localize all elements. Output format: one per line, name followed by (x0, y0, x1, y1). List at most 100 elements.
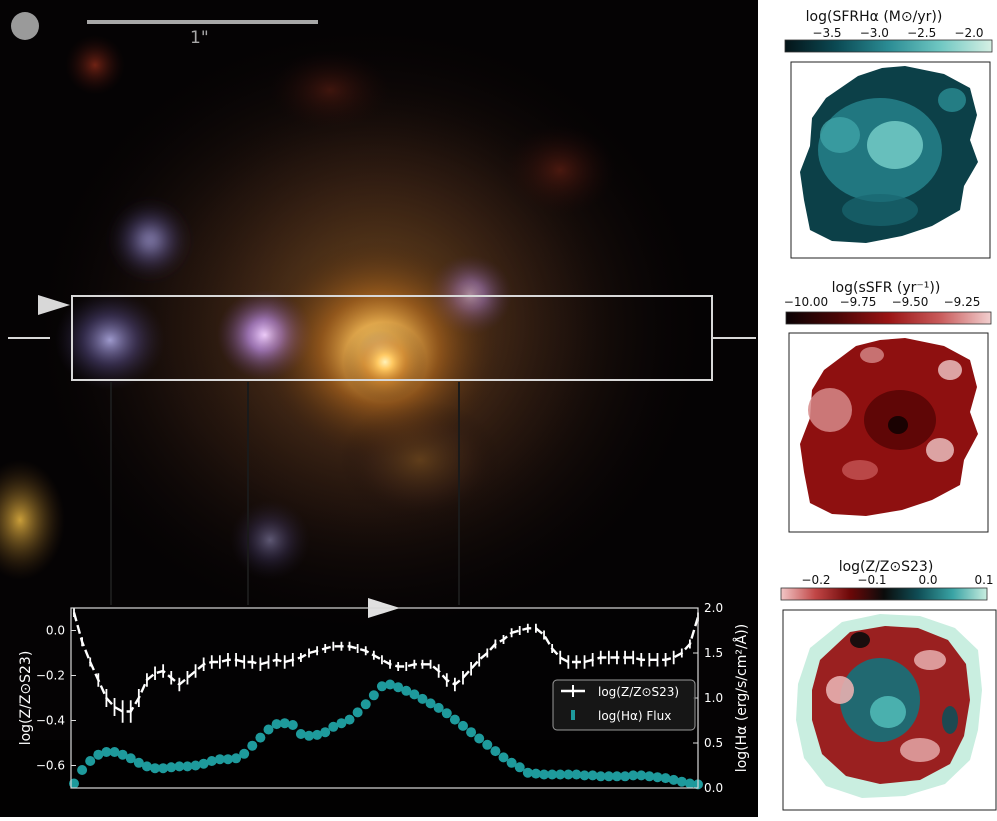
metallicity-point (519, 629, 521, 632)
halpha-point (628, 770, 639, 781)
halpha-point (117, 749, 128, 760)
halpha-point (603, 771, 614, 782)
metallicity-point (429, 663, 432, 665)
halpha-point (368, 690, 379, 701)
halpha-point (595, 771, 606, 782)
metallicity-point (308, 652, 310, 654)
galaxy-image (0, 0, 758, 817)
halpha-point (644, 771, 655, 782)
metallicity-point (194, 670, 197, 672)
halpha-point (393, 682, 404, 693)
sfr-colorbar-title: log(SFRHα (M⊙/yr)) (806, 9, 943, 25)
halpha-point (263, 724, 274, 735)
halpha-point (271, 719, 282, 730)
ssfr-colorbar (785, 311, 992, 325)
halpha-point (182, 761, 193, 772)
halpha-point (482, 739, 493, 750)
halpha-point (158, 763, 169, 774)
metallicity-series-line (72, 612, 700, 713)
halpha-point (166, 762, 177, 773)
metallicity-point (219, 661, 221, 663)
legend-label-halpha: log(Hα) Flux (598, 709, 671, 723)
left-tick-label: −0.4 (36, 714, 65, 728)
halpha-point (522, 767, 533, 778)
halpha-point (101, 747, 112, 757)
y-axis-label-right: log(Hα (erg/s/cm²/Å)) (733, 624, 750, 772)
colorbar-tick-label: −10.00 (784, 295, 828, 309)
halpha-point (385, 679, 396, 690)
metallicity-colorbar-title: log(Z/Z⊙S23) (839, 559, 934, 575)
legend-label-metallicity: log(Z/Z⊙S23) (598, 685, 679, 699)
halpha-point (401, 685, 412, 696)
colorbar-tick-label: −0.1 (857, 573, 886, 587)
halpha-point (109, 747, 120, 757)
halpha-flux-series (69, 679, 703, 790)
metallicity-point (186, 677, 189, 679)
metallicity-colorbar (780, 587, 988, 601)
halpha-point (514, 762, 525, 773)
halpha-point (295, 729, 306, 739)
colorbar-tick-label: −9.25 (944, 295, 981, 309)
halpha-point (555, 769, 566, 780)
right-tick-label: 1.5 (704, 646, 723, 660)
halpha-point (255, 732, 266, 743)
halpha-point (579, 770, 590, 781)
halpha-point (539, 769, 550, 780)
halpha-point (449, 714, 460, 725)
halpha-point (571, 769, 582, 780)
sfr-map-panel: log(SFRHα (M⊙/yr)) −3.5 −3.0 −2.5 −2.0 (784, 9, 993, 259)
halpha-point (530, 768, 541, 779)
halpha-point (190, 760, 201, 771)
halpha-point (587, 770, 598, 781)
halpha-point (563, 769, 574, 780)
ssfr-map-panel: log(sSFR (yr⁻¹)) −10.00 −9.75 −9.50 −9.25 (784, 280, 992, 533)
halpha-point (547, 769, 558, 780)
metallicity-point (632, 656, 634, 659)
halpha-point (336, 718, 347, 729)
left-tick-label: 0.0 (46, 624, 65, 638)
left-axis-ticks: 0.0 −0.2 −0.4 −0.6 (36, 624, 76, 773)
halpha-point (441, 708, 452, 719)
metallicity-point (381, 659, 383, 661)
halpha-point (433, 702, 444, 713)
colorbar-tick-label: −2.5 (907, 26, 936, 40)
y-axis-label-left: log(Z/Z⊙S23) (18, 651, 34, 746)
scale-bar-label: 1" (190, 28, 209, 48)
halpha-point (376, 681, 387, 692)
halpha-point (279, 718, 290, 729)
halpha-point (231, 753, 242, 764)
metallicity-point (332, 645, 334, 647)
halpha-point (328, 721, 339, 732)
halpha-point (77, 765, 88, 775)
sfr-colorbar (784, 39, 993, 53)
halpha-point (304, 730, 315, 741)
metallicity-point (470, 668, 472, 670)
halpha-point (668, 774, 679, 785)
legend-halpha-swatch (571, 710, 575, 720)
halpha-point (133, 757, 144, 768)
halpha-point (214, 754, 225, 765)
ssfr-colorbar-title: log(sSFR (yr⁻¹)) (832, 280, 941, 296)
halpha-point (312, 729, 323, 740)
metallicity-point (405, 665, 407, 668)
right-tick-label: 0.5 (704, 736, 723, 750)
sfr-colorbar-ticks: −3.5 −3.0 −2.5 −2.0 (812, 26, 983, 40)
colorbar-tick-label: −3.0 (860, 26, 889, 40)
metallicity-point (608, 656, 610, 659)
halpha-point (636, 770, 647, 781)
halpha-point (417, 693, 428, 704)
halpha-point (506, 757, 517, 768)
colorbar-tick-label: −0.2 (801, 573, 830, 587)
right-tick-label: 2.0 (704, 601, 723, 615)
psf-marker (11, 12, 39, 40)
metallicity-point (154, 672, 156, 674)
plot-frame (70, 607, 699, 789)
slit-direction-arrow (38, 295, 70, 315)
halpha-point (344, 714, 355, 725)
halpha-point (474, 733, 485, 744)
halpha-point (466, 727, 477, 738)
ssfr-colorbar-ticks: −10.00 −9.75 −9.50 −9.25 (784, 295, 981, 309)
legend-box (552, 679, 696, 731)
halpha-point (352, 707, 363, 718)
